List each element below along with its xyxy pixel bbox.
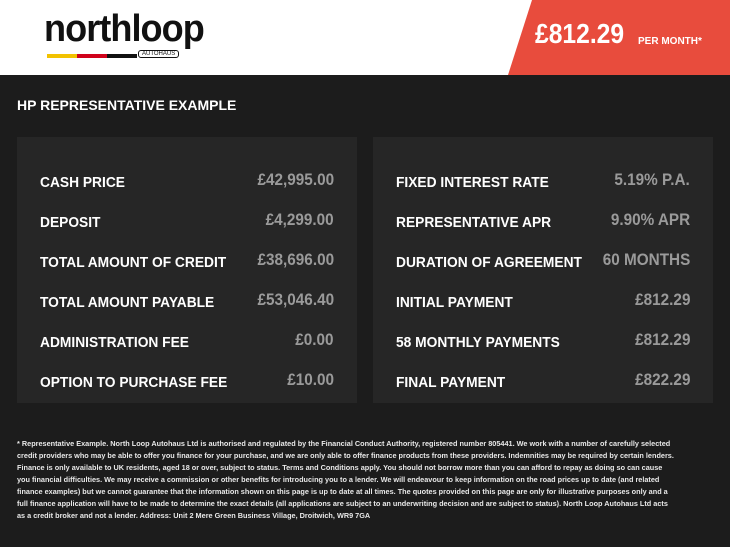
finance-label: DEPOSIT bbox=[40, 215, 101, 231]
finance-value: £812.29 bbox=[634, 330, 690, 349]
logo-stripe-black bbox=[107, 54, 137, 58]
finance-panel-right: FIXED INTEREST RATE 5.19% P.A. REPRESENTAT… bbox=[373, 137, 713, 403]
monthly-price-banner bbox=[508, 0, 730, 75]
finance-label: INITIAL PAYMENT bbox=[396, 295, 513, 311]
finance-row: REPRESENTATIVE APR 9.90% APR bbox=[373, 203, 713, 243]
finance-label: FINAL PAYMENT bbox=[396, 375, 506, 391]
finance-value: £42,995.00 bbox=[257, 170, 334, 189]
northloop-logo[interactable]: northloop AUTOHAUS bbox=[44, 8, 205, 60]
disclaimer-text: * Representative Example. North Loop Aut… bbox=[17, 439, 674, 520]
finance-label: OPTION TO PURCHASE FEE bbox=[40, 375, 228, 391]
finance-panel-left: CASH PRICE £42,995.00 DEPOSIT £4,299.00 TOTA… bbox=[17, 137, 357, 403]
finance-row: TOTAL AMOUNT PAYABLE £53,046.40 bbox=[17, 283, 357, 323]
section-title: HP REPRESENTATIVE EXAMPLE bbox=[17, 97, 237, 113]
finance-row: OPTION TO PURCHASE FEE £10.00 bbox=[17, 363, 357, 403]
logo-stripe-yellow bbox=[47, 54, 77, 58]
finance-value: £822.29 bbox=[634, 370, 690, 389]
finance-row: TOTAL AMOUNT OF CREDIT £38,696.00 bbox=[17, 243, 357, 283]
finance-value: 60 MONTHS bbox=[602, 250, 690, 269]
finance-row: INITIAL PAYMENT £812.29 bbox=[373, 283, 713, 323]
finance-row: FINAL PAYMENT £822.29 bbox=[373, 363, 713, 403]
finance-label: 58 MONTHLY PAYMENTS bbox=[396, 335, 560, 351]
finance-row: FIXED INTEREST RATE 5.19% P.A. bbox=[373, 163, 713, 203]
finance-value: £38,696.00 bbox=[257, 250, 334, 269]
logo-badge: AUTOHAUS bbox=[138, 50, 180, 58]
per-month-label: PER MONTH* bbox=[638, 36, 702, 47]
finance-label: FIXED INTEREST RATE bbox=[396, 175, 549, 191]
finance-label: REPRESENTATIVE APR bbox=[396, 215, 552, 231]
finance-value: £4,299.00 bbox=[265, 210, 334, 229]
finance-row: 58 MONTHLY PAYMENTS £812.29 bbox=[373, 323, 713, 363]
finance-row: DEPOSIT £4,299.00 bbox=[17, 203, 357, 243]
finance-value: £812.29 bbox=[634, 290, 690, 309]
logo-text: northloop bbox=[44, 8, 205, 50]
finance-row: DURATION OF AGREEMENT 60 MONTHS bbox=[373, 243, 713, 283]
finance-row: CASH PRICE £42,995.00 bbox=[17, 163, 357, 203]
finance-row: ADMINISTRATION FEE £0.00 bbox=[17, 323, 357, 363]
finance-label: TOTAL AMOUNT PAYABLE bbox=[40, 295, 215, 311]
finance-label: TOTAL AMOUNT OF CREDIT bbox=[40, 255, 227, 271]
monthly-price: £812.29 bbox=[535, 18, 625, 49]
finance-value: 9.90% APR bbox=[610, 210, 690, 229]
finance-label: ADMINISTRATION FEE bbox=[40, 335, 189, 351]
finance-label: CASH PRICE bbox=[40, 175, 125, 191]
finance-value: £10.00 bbox=[287, 370, 334, 389]
finance-value: 5.19% P.A. bbox=[614, 170, 690, 189]
logo-stripe-red bbox=[77, 54, 107, 58]
finance-value: £0.00 bbox=[295, 330, 334, 349]
finance-label: DURATION OF AGREEMENT bbox=[396, 255, 582, 271]
finance-value: £53,046.40 bbox=[257, 290, 334, 309]
